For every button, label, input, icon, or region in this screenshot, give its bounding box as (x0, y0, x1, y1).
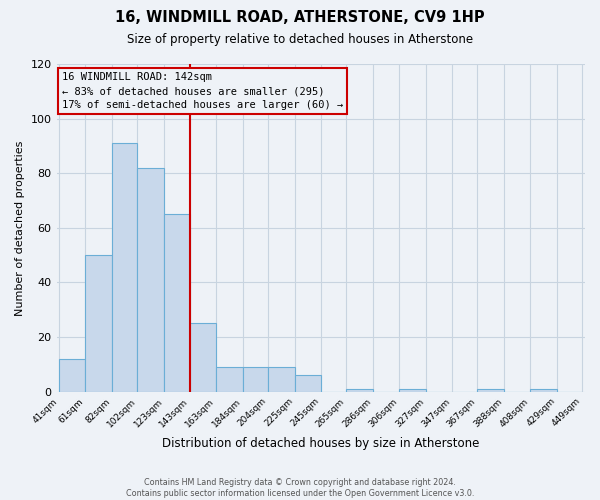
Bar (242, 367, 268, 392)
Bar (190, 324, 215, 392)
Text: 16, WINDMILL ROAD, ATHERSTONE, CV9 1HP: 16, WINDMILL ROAD, ATHERSTONE, CV9 1HP (115, 10, 485, 25)
Bar (164, 214, 190, 392)
Text: Contains HM Land Registry data © Crown copyright and database right 2024.
Contai: Contains HM Land Registry data © Crown c… (126, 478, 474, 498)
Y-axis label: Number of detached properties: Number of detached properties (15, 140, 25, 316)
Bar (112, 143, 137, 392)
Bar (530, 389, 557, 392)
Bar (137, 168, 164, 392)
Bar (477, 389, 504, 392)
Bar (85, 255, 112, 392)
Bar (295, 376, 321, 392)
Bar (346, 389, 373, 392)
Text: 16 WINDMILL ROAD: 142sqm
← 83% of detached houses are smaller (295)
17% of semi-: 16 WINDMILL ROAD: 142sqm ← 83% of detach… (62, 72, 343, 110)
Bar (59, 359, 85, 392)
Bar (215, 367, 242, 392)
Bar (399, 389, 426, 392)
X-axis label: Distribution of detached houses by size in Atherstone: Distribution of detached houses by size … (162, 437, 479, 450)
Text: Size of property relative to detached houses in Atherstone: Size of property relative to detached ho… (127, 32, 473, 46)
Bar (268, 367, 295, 392)
